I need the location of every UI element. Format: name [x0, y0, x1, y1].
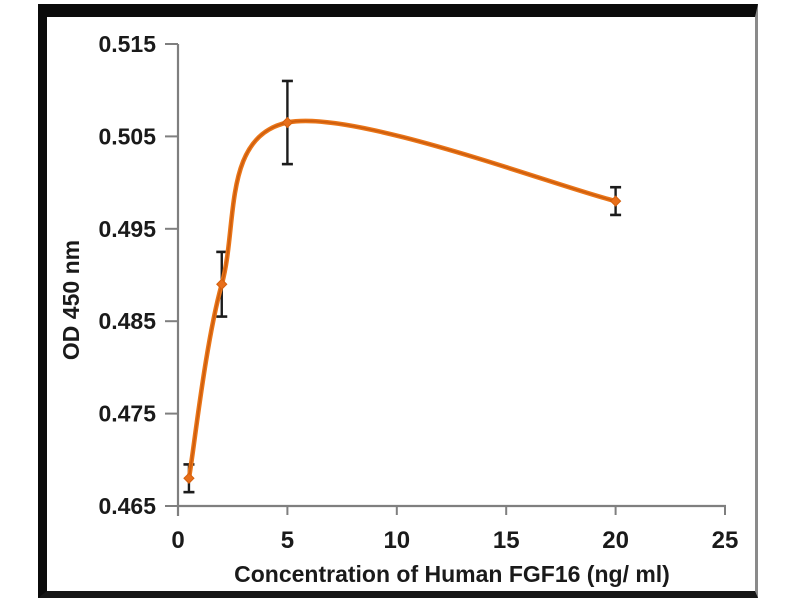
y-tick-label: 0.465: [98, 493, 156, 519]
plot-layer: 0.465 0.475 0.485 0.495 0.505 0.515 0 5 10 15 20 25: [98, 31, 738, 554]
x-tick-label: 10: [383, 527, 410, 554]
y-tick-label: 0.475: [98, 401, 156, 427]
x-tick-label: 15: [493, 527, 520, 554]
x-tick-label: 5: [281, 527, 294, 554]
x-tick-label: 25: [712, 527, 739, 554]
x-axis-title: Concentration of Human FGF16 (ng/ ml): [234, 561, 670, 587]
curve-line: [186, 118, 618, 481]
y-tick-label: 0.515: [98, 31, 156, 57]
data-point-marker: [609, 195, 622, 207]
data-point-marker: [216, 278, 228, 290]
curve-line-core: [188, 120, 617, 480]
y-tick-label: 0.485: [98, 308, 156, 334]
y-axis-title: OD 450 nm: [58, 240, 84, 360]
data-point-marker: [183, 472, 195, 484]
data-point-marker: [281, 116, 294, 129]
y-tick-label: 0.505: [98, 123, 156, 149]
x-tick-label: 0: [171, 527, 184, 554]
x-tick-label: 20: [602, 527, 629, 554]
chart-frame-border: [38, 4, 758, 598]
y-tick-label: 0.495: [98, 216, 156, 242]
